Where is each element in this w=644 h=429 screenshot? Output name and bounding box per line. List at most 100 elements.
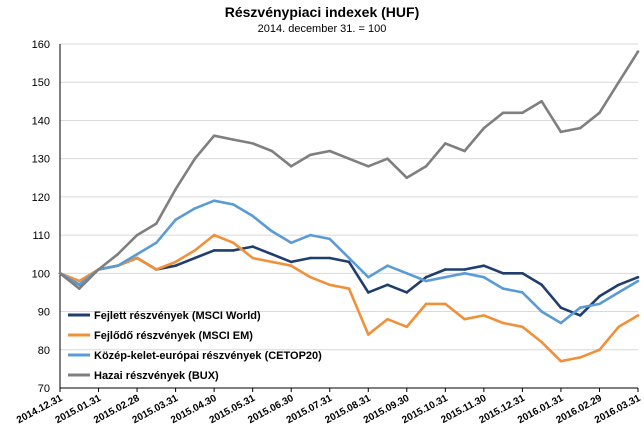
data-point — [521, 111, 524, 115]
y-tick-label: 160 — [32, 39, 50, 51]
data-point — [482, 275, 486, 279]
data-point — [444, 268, 447, 271]
data-point — [559, 321, 563, 325]
grid-layer — [59, 43, 638, 389]
data-point — [540, 340, 543, 344]
data-point — [347, 287, 351, 290]
data-point — [174, 187, 177, 191]
y-tick-label: 140 — [32, 115, 50, 127]
data-point — [424, 279, 428, 283]
data-point — [232, 241, 235, 245]
data-point — [309, 256, 312, 260]
data-point — [251, 256, 254, 260]
data-point — [617, 325, 620, 329]
y-axis-ticks: 70 80 90 100 110 120 130 140 150 160 — [32, 39, 50, 395]
data-point — [482, 264, 486, 268]
series-1 — [58, 233, 640, 363]
data-point — [212, 199, 216, 202]
data-point — [116, 264, 120, 268]
data-point — [540, 283, 543, 287]
data-point — [559, 359, 563, 363]
data-point — [424, 275, 428, 279]
data-point — [521, 291, 524, 294]
data-point — [251, 142, 254, 145]
data-point — [212, 233, 216, 237]
chart-subtitle: 2014. december 31. = 100 — [258, 23, 387, 35]
data-point — [78, 279, 81, 283]
data-point — [559, 306, 563, 310]
legend-entry-3: Hazai részvények (BUX) — [68, 370, 219, 382]
data-point — [309, 275, 312, 279]
data-point — [598, 295, 601, 298]
y-tick-label: 150 — [32, 77, 50, 89]
legend-label: Közép-kelet-európai részvények (CETOP20) — [94, 350, 322, 362]
data-point — [251, 245, 254, 248]
data-point — [58, 272, 62, 275]
data-point — [559, 130, 563, 134]
legend-entry-1: Fejlődő részvények (MSCI EM) — [68, 330, 253, 342]
data-point — [598, 302, 601, 306]
data-point — [232, 249, 235, 252]
data-point — [540, 310, 543, 313]
data-point — [463, 317, 466, 321]
data-point — [232, 138, 235, 141]
legend-label: Hazai részvények (BUX) — [94, 370, 219, 382]
data-point — [270, 252, 274, 256]
data-point — [270, 230, 274, 233]
data-point — [78, 287, 81, 290]
data-point — [232, 203, 235, 206]
data-point — [578, 356, 582, 359]
data-point — [116, 252, 120, 256]
data-point — [212, 134, 216, 137]
data-point — [289, 165, 293, 168]
series-3 — [58, 50, 640, 290]
data-point — [155, 241, 158, 245]
data-point — [367, 275, 370, 279]
data-point — [155, 268, 158, 271]
data-point — [463, 149, 466, 153]
data-point — [78, 283, 81, 287]
y-tick-label: 120 — [32, 192, 50, 204]
data-point — [367, 165, 370, 168]
data-point — [578, 314, 582, 317]
data-point — [386, 157, 389, 160]
data-point — [367, 291, 370, 294]
data-point — [578, 306, 582, 310]
legend-label: Fejlett részvények (MSCI World) — [94, 310, 261, 322]
legend-label: Fejlődő részvények (MSCI EM) — [94, 330, 253, 342]
data-point — [328, 149, 332, 153]
data-point — [521, 272, 524, 275]
series-line — [59, 50, 640, 290]
y-tick-label: 110 — [32, 230, 50, 242]
series-0 — [58, 245, 640, 317]
data-point — [482, 126, 486, 130]
data-point — [578, 126, 582, 130]
y-tick-label: 70 — [38, 383, 50, 395]
data-point — [444, 142, 447, 145]
data-point — [501, 272, 505, 275]
data-point — [174, 218, 177, 222]
y-tick-label: 80 — [38, 345, 50, 357]
data-point — [289, 241, 293, 245]
data-point — [444, 275, 447, 279]
data-point — [463, 268, 466, 271]
data-point — [405, 176, 409, 180]
data-point — [328, 237, 332, 241]
data-point — [193, 256, 197, 260]
data-point — [405, 291, 409, 294]
legend-entry-0: Fejlett részvények (MSCI World) — [68, 310, 261, 322]
data-point — [328, 256, 332, 260]
data-point — [289, 264, 293, 268]
data-point — [309, 153, 312, 157]
data-point — [386, 317, 389, 321]
data-point — [174, 260, 177, 264]
legend: Fejlett részvények (MSCI World) Fejlődő r… — [68, 310, 322, 382]
data-point — [309, 233, 312, 237]
series-layer — [58, 50, 640, 363]
data-point — [636, 314, 640, 317]
data-point — [617, 80, 620, 84]
data-point — [270, 149, 274, 153]
data-point — [347, 260, 351, 264]
data-point — [636, 275, 640, 279]
